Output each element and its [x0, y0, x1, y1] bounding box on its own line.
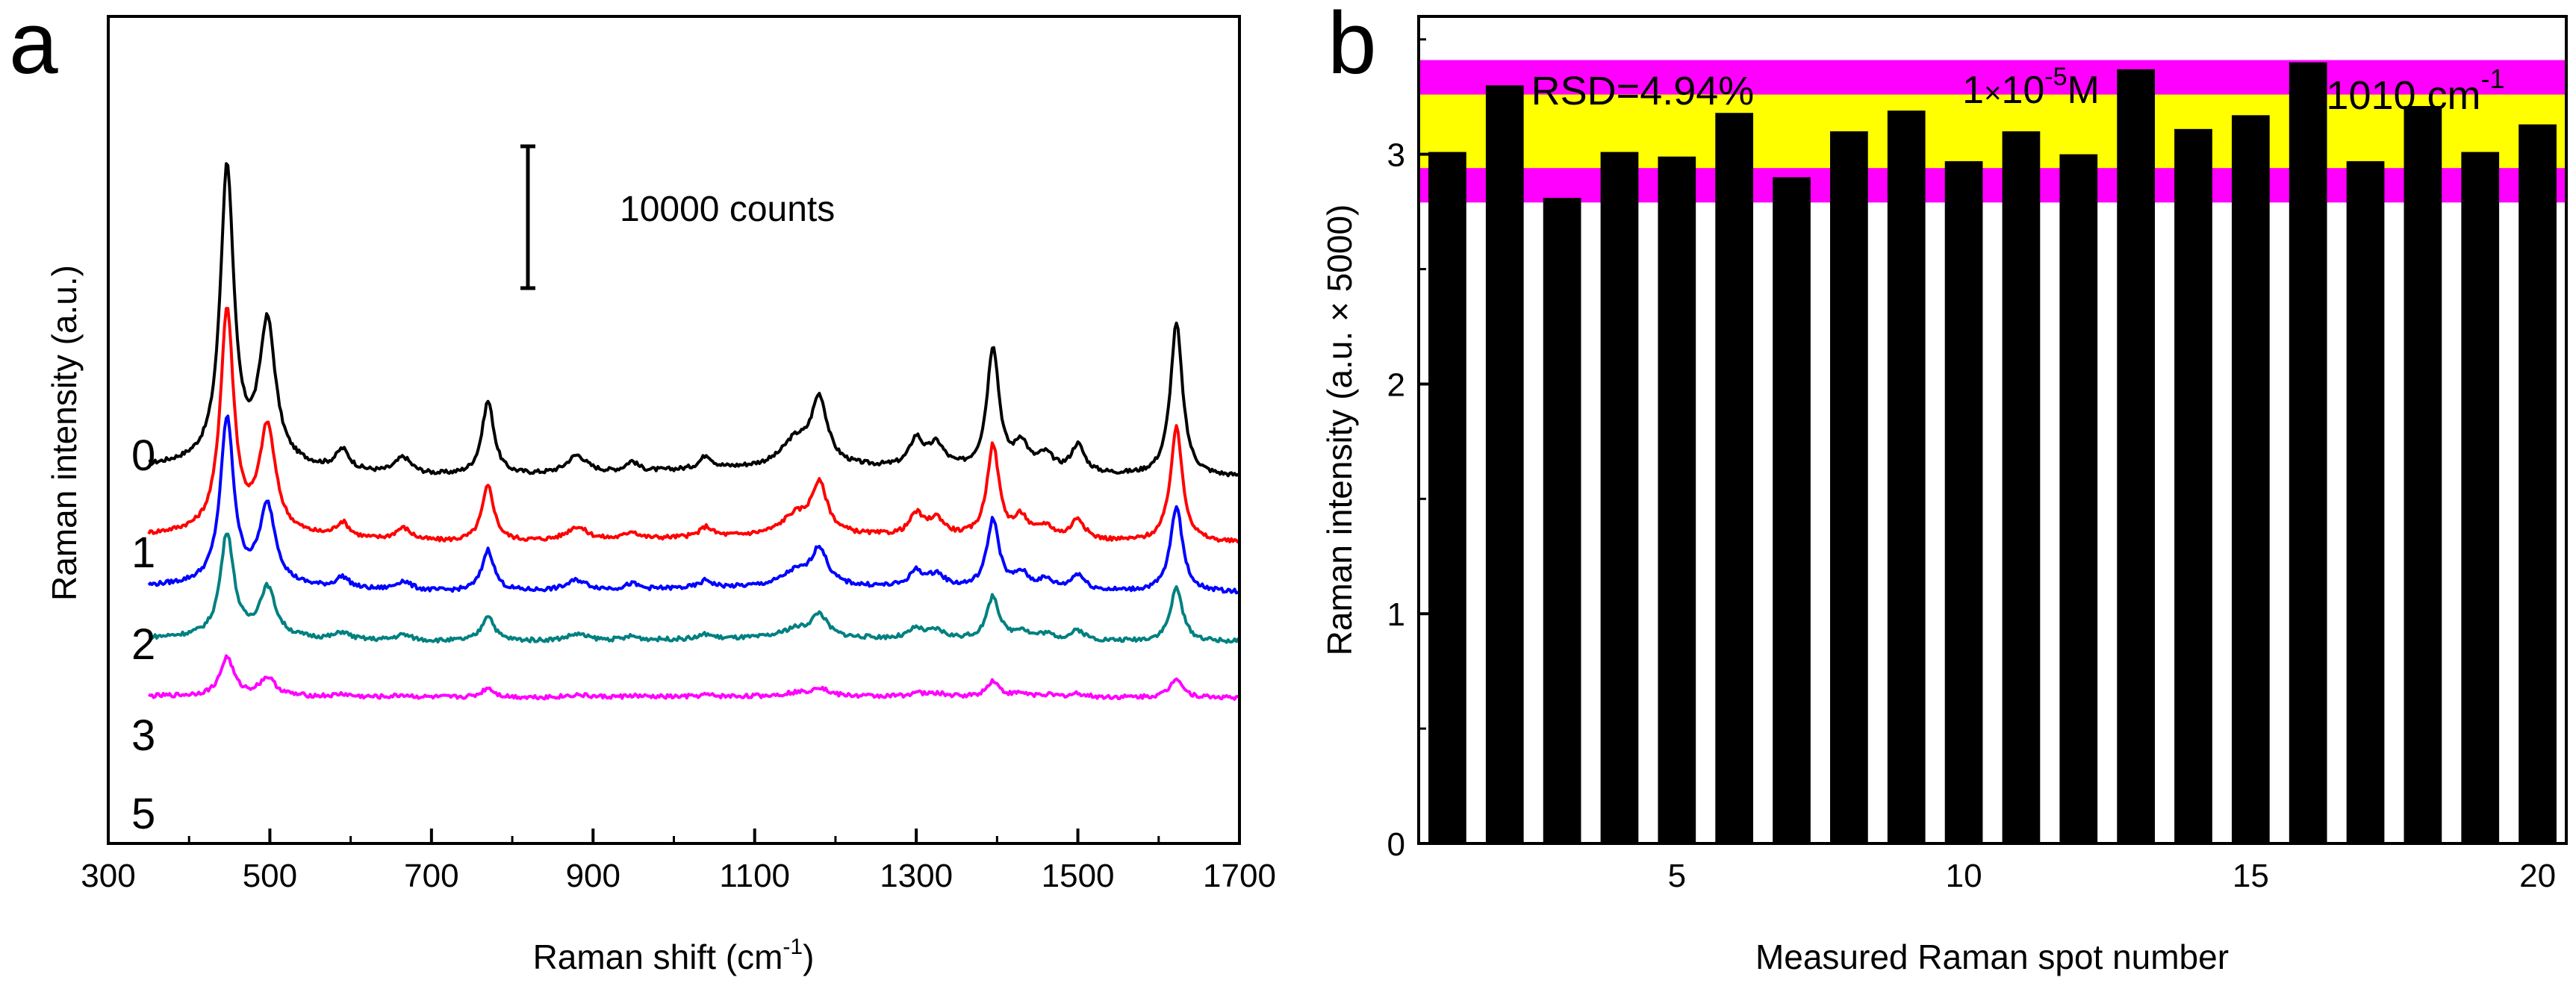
panel-a-x-axis-title: Raman shift (cm-1)	[533, 935, 815, 976]
series-label-1: 1	[131, 528, 155, 577]
y-tick-label: 3	[1387, 137, 1405, 174]
bar-spot-19	[2461, 152, 2500, 844]
bar-spot-17	[2346, 160, 2385, 843]
bar-spot-6	[1715, 113, 1754, 843]
bar-spot-16	[2289, 62, 2327, 844]
bar-spot-14	[2174, 128, 2212, 844]
x-tick-label: 1700	[1203, 858, 1276, 894]
concentration-annotation: 1×10-5M	[1962, 63, 2100, 112]
panel-b-frame	[1417, 15, 2568, 845]
bar-spot-8	[1830, 131, 1868, 843]
panel-b-y-axis: 0 1 2 3	[1387, 38, 1434, 863]
bar-spot-7	[1773, 177, 1811, 843]
panel-a-frame	[107, 15, 1241, 845]
panel-a: a 0 1 2 3 5 300 500 700 900 1100 1300 1500 1700 100…	[9, 0, 1276, 976]
bar-spot-18	[2404, 106, 2442, 844]
spectrum-5	[148, 654, 1241, 701]
panel-a-series-labels: 0 1 2 3 5	[131, 431, 155, 838]
x-tick-label: 20	[2519, 858, 2556, 894]
wavenumber-annotation: 1010 cm-1	[2326, 63, 2504, 118]
series-label-0: 0	[131, 431, 155, 480]
spectrum-1	[147, 307, 1241, 544]
bar-spot-9	[1887, 110, 1926, 843]
panel-b-letter: b	[1328, 0, 1377, 93]
bar-spot-15	[2231, 115, 2270, 843]
series-label-2: 2	[131, 620, 155, 669]
y-tick-label: 1	[1387, 596, 1405, 633]
panel-b: b 5 10 15 20 0 1 2 3 RSD=4.94% 1×10-5M 1010 cm…	[1320, 0, 2568, 976]
x-tick-label: 1500	[1042, 858, 1115, 894]
bar-spot-20	[2519, 124, 2557, 844]
scale-bar	[520, 144, 535, 290]
bar-spot-12	[2059, 154, 2098, 843]
bar-spot-11	[2002, 131, 2041, 843]
panel-a-y-axis-title: Raman intensity (a.u.)	[45, 265, 84, 601]
panel-b-x-axis: 5 10 15 20	[1446, 829, 2556, 894]
bar-spot-2	[1485, 85, 1524, 844]
bar-spot-10	[1944, 160, 1983, 843]
y-tick-label: 2	[1387, 366, 1405, 403]
x-tick-label: 15	[2233, 858, 2269, 894]
bar-spot-3	[1543, 198, 1581, 844]
spectrum-0	[148, 162, 1241, 478]
bar-spot-1	[1428, 152, 1466, 844]
bar-spot-4	[1600, 152, 1639, 844]
x-tick-label: 1100	[719, 858, 790, 894]
panel-a-letter: a	[9, 0, 58, 93]
x-tick-label: 300	[81, 858, 135, 894]
x-tick-label: 1300	[880, 858, 953, 894]
series-label-5: 5	[131, 790, 155, 838]
panel-a-traces	[147, 162, 1241, 701]
panel-a-x-axis: 300 500 700 900 1100 1300 1500 1700	[81, 829, 1276, 894]
panel-b-x-axis-title: Measured Raman spot number	[1755, 938, 2229, 976]
bar-spot-13	[2117, 69, 2155, 843]
x-tick-label: 900	[566, 858, 620, 894]
spectrum-3	[148, 532, 1241, 644]
panel-b-bars	[1428, 62, 2557, 844]
x-tick-label: 700	[404, 858, 458, 894]
rsd-annotation: RSD=4.94%	[1531, 69, 1755, 113]
bar-spot-5	[1658, 156, 1696, 843]
x-tick-label: 500	[243, 858, 297, 894]
y-tick-label: 0	[1387, 826, 1405, 863]
scale-bar-label: 10000 counts	[620, 190, 835, 229]
spectrum-2	[147, 414, 1240, 595]
series-label-3: 3	[131, 711, 155, 760]
panel-b-y-axis-title: Raman intensity (a.u. × 5000)	[1320, 205, 1359, 656]
x-tick-label: 5	[1668, 858, 1686, 894]
x-tick-label: 10	[1946, 858, 1982, 894]
